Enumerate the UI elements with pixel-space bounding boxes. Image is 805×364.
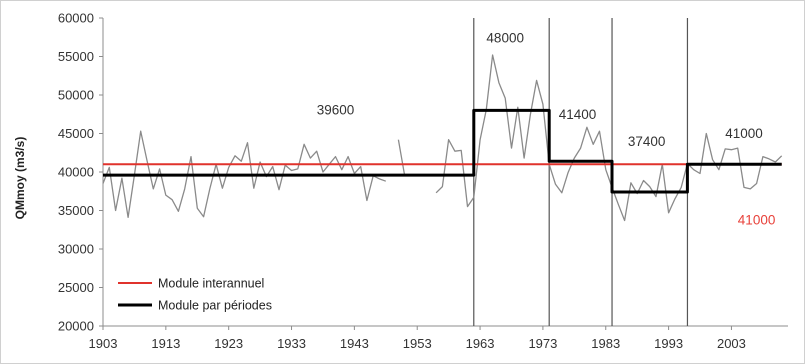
y-tick-label: 35000 [58, 203, 94, 218]
annotation-label: 41000 [725, 126, 763, 141]
x-tick-label: 1983 [591, 336, 620, 351]
x-tick-label: 1923 [214, 336, 243, 351]
y-tick-label: 25000 [58, 280, 94, 295]
legend-label: Module par périodes [158, 299, 272, 313]
x-tick-label: 1903 [89, 336, 118, 351]
y-axis: 20000 25000 30000 35000 40000 45000 50000 55000… [58, 11, 104, 334]
plot-series [102, 54, 783, 222]
y-tick-label: 40000 [58, 165, 94, 180]
y-tick-label: 50000 [58, 88, 94, 103]
y-tick-label: 30000 [58, 242, 94, 257]
x-tick-label: 1963 [466, 336, 495, 351]
x-tick-label: 1913 [151, 336, 180, 351]
annotation-label: 37400 [628, 134, 666, 149]
y-tick-label: 60000 [58, 11, 94, 26]
annotation-label: 48000 [486, 31, 524, 46]
annotation-label: 41400 [559, 107, 597, 122]
x-tick-label: 1933 [277, 336, 306, 351]
y-axis-title: QMmoy (m3/s) [13, 137, 27, 220]
x-tick-label: 1993 [654, 336, 683, 351]
legend: Module interannuel Module par périodes [118, 277, 272, 313]
y-tick-label: 55000 [58, 49, 94, 64]
legend-label: Module interannuel [158, 277, 264, 291]
y-tick-label: 45000 [58, 126, 94, 141]
annotations: 39600 48000 41400 37400 41000 41000 [317, 31, 776, 228]
x-axis: 1903 1913 1923 1933 1943 1953 1963 1973 1983 1993… [89, 325, 788, 351]
x-tick-label: 1953 [403, 336, 432, 351]
x-tick-label: 1973 [528, 336, 557, 351]
y-tick-label: 20000 [58, 319, 94, 334]
x-tick-label: 2003 [717, 336, 746, 351]
x-tick-label: 1943 [340, 336, 369, 351]
series-module-par-periodes [103, 108, 782, 194]
annotation-label: 39600 [317, 102, 355, 117]
annotation-label: 41000 [738, 212, 776, 227]
